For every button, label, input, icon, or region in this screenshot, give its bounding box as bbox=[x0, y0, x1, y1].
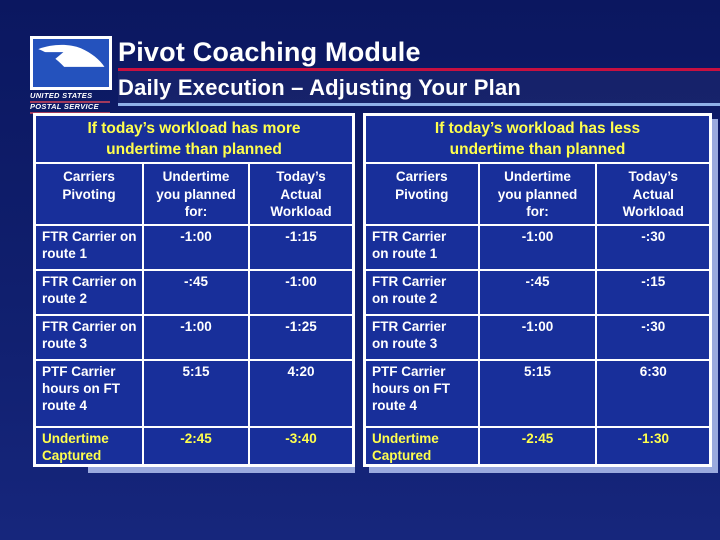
column-header-carriers: Carriers Pivoting bbox=[36, 164, 142, 224]
title-underline-red bbox=[118, 68, 720, 72]
actual-cell: -1:15 bbox=[250, 226, 352, 269]
planned-cell: -1:00 bbox=[479, 226, 596, 269]
undertime-captured-planned: -2:45 bbox=[144, 428, 248, 464]
table-title: If today’s workload has less undertime t… bbox=[366, 116, 709, 162]
undertime-captured-actual: -3:40 bbox=[250, 428, 352, 464]
planned-cell: -:45 bbox=[479, 271, 596, 314]
actual-cell: 4:20 bbox=[250, 361, 352, 426]
column-header-planned: Undertime you planned for: bbox=[479, 164, 596, 224]
undertime-captured-planned: -2:45 bbox=[479, 428, 596, 464]
carrier-cell: PTF Carrier hours on FT route 4 bbox=[366, 361, 478, 426]
usps-wordmark: UNITED STATES POSTAL SERVICE bbox=[30, 92, 114, 114]
actual-cell: -:30 bbox=[597, 316, 709, 359]
column-header-planned: Undertime you planned for: bbox=[144, 164, 248, 224]
actual-cell: -1:25 bbox=[250, 316, 352, 359]
column-header-carriers: Carriers Pivoting bbox=[366, 164, 478, 224]
column-header-actual: Today’s Actual Workload bbox=[250, 164, 352, 224]
undertime-captured-label: Undertime Captured bbox=[36, 428, 142, 464]
carrier-cell: FTR Carrier on route 3 bbox=[366, 316, 478, 359]
table-title: If today’s workload has more undertime t… bbox=[36, 116, 352, 162]
planned-cell: -1:00 bbox=[144, 226, 248, 269]
carrier-cell: PTF Carrier hours on FT route 4 bbox=[36, 361, 142, 426]
table-less-undertime: If today’s workload has less undertime t… bbox=[363, 113, 712, 467]
usps-wordmark-line2: POSTAL SERVICE bbox=[30, 102, 110, 114]
carrier-cell: FTR Carrier on route 2 bbox=[36, 271, 142, 314]
planned-cell: 5:15 bbox=[479, 361, 596, 426]
carrier-cell: FTR Carrier on route 1 bbox=[36, 226, 142, 269]
planned-cell: -1:00 bbox=[144, 316, 248, 359]
planned-cell: 5:15 bbox=[144, 361, 248, 426]
carrier-cell: FTR Carrier on route 3 bbox=[36, 316, 142, 359]
actual-cell: -:30 bbox=[597, 226, 709, 269]
actual-cell: -1:00 bbox=[250, 271, 352, 314]
planned-cell: -:45 bbox=[144, 271, 248, 314]
column-header-actual: Today’s Actual Workload bbox=[597, 164, 709, 224]
table-more-grid: If today’s workload has more undertime t… bbox=[36, 116, 352, 464]
usps-eagle-icon bbox=[30, 36, 112, 90]
subtitle-underline-blue bbox=[118, 103, 720, 107]
table-less-grid: If today’s workload has less undertime t… bbox=[366, 116, 709, 464]
planned-cell: -1:00 bbox=[479, 316, 596, 359]
carrier-cell: FTR Carrier on route 1 bbox=[366, 226, 478, 269]
carrier-cell: FTR Carrier on route 2 bbox=[366, 271, 478, 314]
page-subtitle: Daily Execution – Adjusting Your Plan bbox=[118, 75, 522, 101]
undertime-captured-actual: -1:30 bbox=[597, 428, 709, 464]
page-title: Pivot Coaching Module bbox=[118, 37, 421, 67]
usps-wordmark-line1: UNITED STATES bbox=[30, 92, 110, 103]
header-titles: Pivot Coaching Module Daily Execution – … bbox=[118, 37, 720, 107]
tables-area: If today’s workload has more undertime t… bbox=[33, 113, 712, 473]
undertime-captured-label: Undertime Captured bbox=[366, 428, 478, 464]
actual-cell: -:15 bbox=[597, 271, 709, 314]
subtitle-band: Daily Execution – Adjusting Your Plan bbox=[118, 71, 720, 104]
actual-cell: 6:30 bbox=[597, 361, 709, 426]
usps-logo: UNITED STATES POSTAL SERVICE bbox=[30, 36, 114, 114]
table-more-undertime: If today’s workload has more undertime t… bbox=[33, 113, 355, 473]
